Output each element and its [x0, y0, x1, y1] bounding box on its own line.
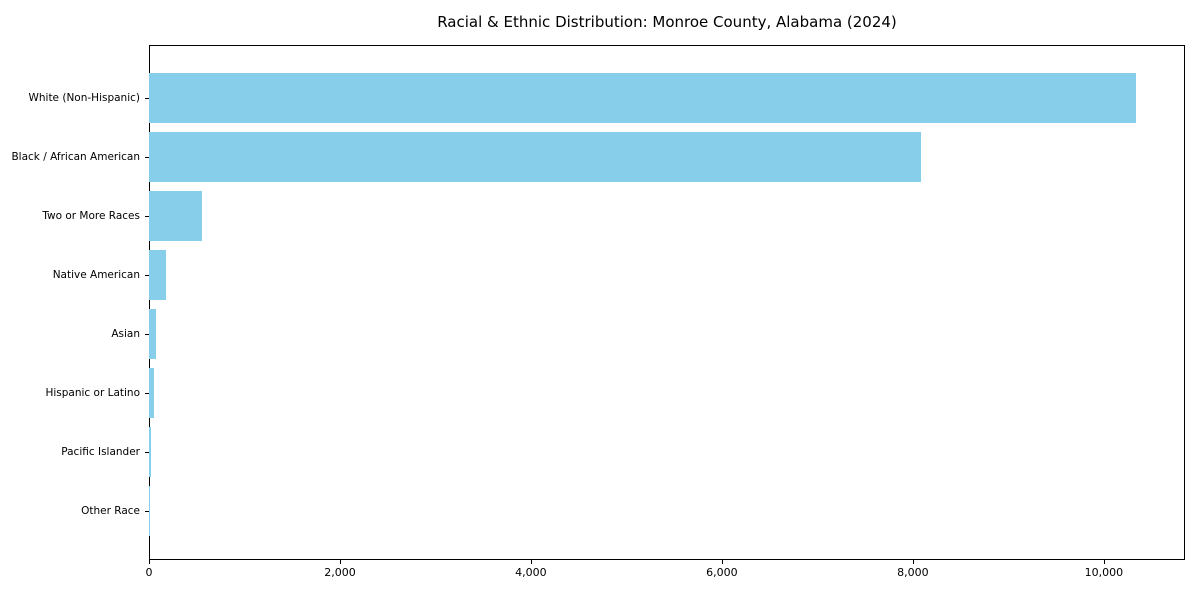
x-axis-tick-label: 6,000 — [706, 566, 738, 579]
y-axis-tick — [145, 157, 149, 158]
y-axis-tick — [145, 98, 149, 99]
y-axis-category-label: Pacific Islander — [61, 446, 140, 458]
y-axis-category-label: Native American — [52, 269, 140, 281]
y-axis-tick — [145, 334, 149, 335]
x-axis-tick — [530, 560, 532, 564]
x-axis-tick — [1103, 560, 1105, 564]
y-axis-category-label: White (Non-Hispanic) — [28, 92, 140, 104]
x-axis-tick — [149, 560, 150, 564]
y-axis-tick — [145, 275, 149, 276]
chart-title: Racial & Ethnic Distribution: Monroe Cou… — [437, 13, 897, 31]
y-axis-category-label: Asian — [111, 328, 140, 340]
y-axis-category-label: Other Race — [81, 505, 140, 517]
bar — [149, 309, 157, 359]
y-axis-category-label: Hispanic or Latino — [45, 387, 140, 399]
y-axis-tick — [145, 511, 149, 512]
y-axis-category-label: Black / African American — [11, 151, 140, 163]
bar — [149, 486, 150, 536]
x-axis-tick-label: 0 — [145, 566, 153, 579]
y-axis-tick — [145, 393, 149, 394]
bar — [149, 132, 922, 182]
x-axis-tick — [912, 560, 914, 564]
bar — [149, 250, 167, 300]
x-axis-tick-label: 10,000 — [1084, 566, 1124, 579]
x-axis-tick-label: 8,000 — [897, 566, 929, 579]
bar — [149, 368, 155, 418]
y-axis-category-label: Two or More Races — [42, 210, 140, 222]
x-axis-tick — [721, 560, 723, 564]
x-axis-tick-label: 2,000 — [324, 566, 356, 579]
bar — [149, 427, 152, 477]
plot-area — [149, 45, 1185, 560]
x-axis-tick-label: 4,000 — [515, 566, 547, 579]
y-axis-tick — [145, 452, 149, 453]
x-axis-tick — [339, 560, 341, 564]
bar — [149, 191, 202, 241]
y-axis-tick — [145, 216, 149, 217]
bar — [149, 73, 1137, 123]
